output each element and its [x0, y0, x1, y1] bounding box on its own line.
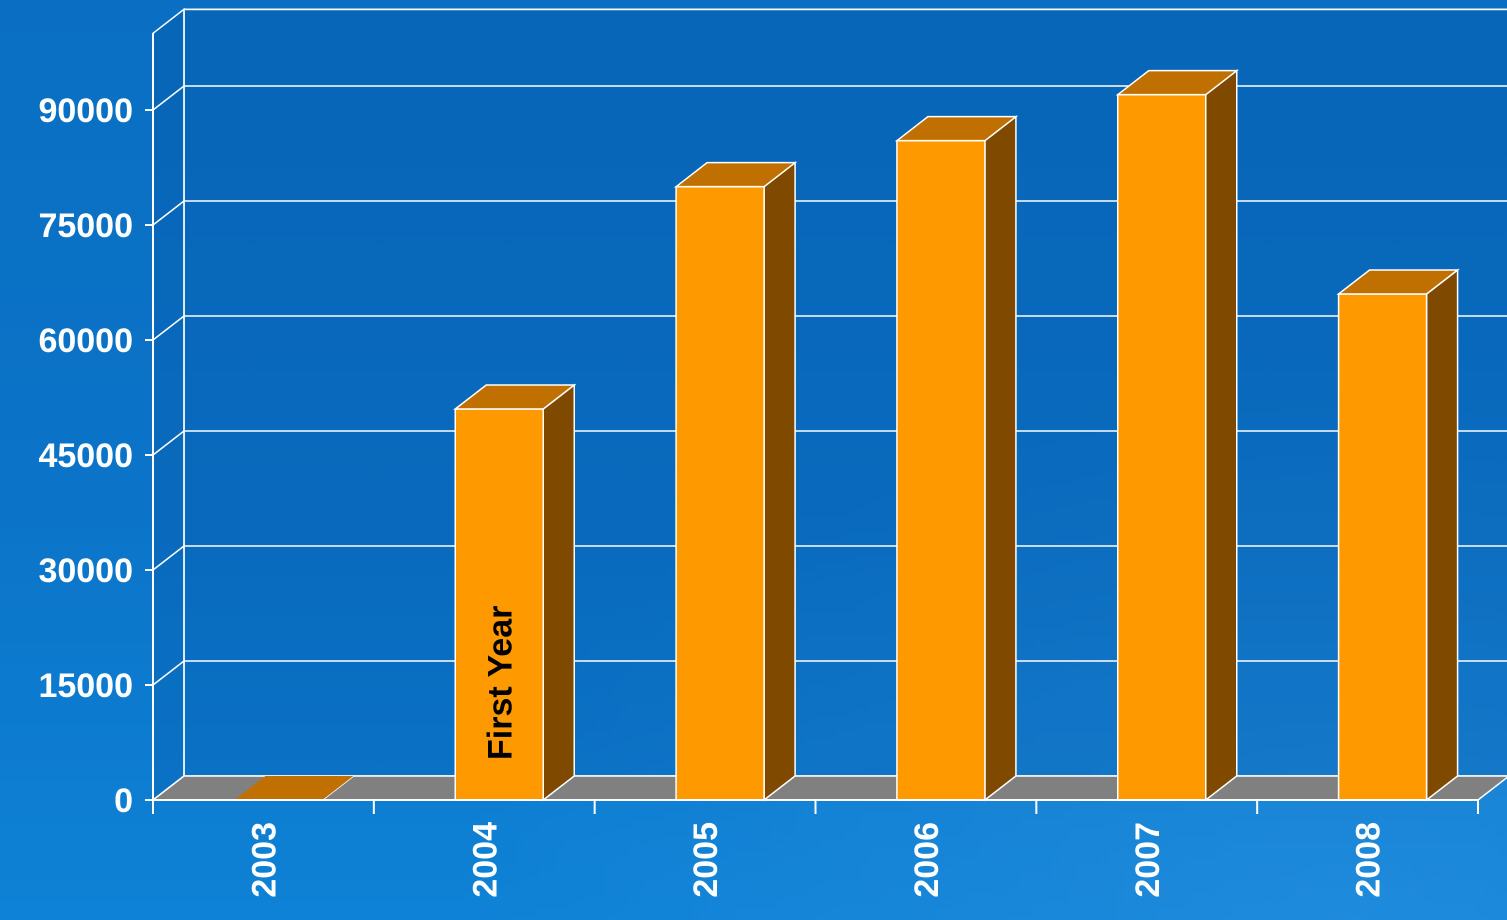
bar-2006 — [894, 115, 1019, 802]
x-tick-label: 2005 — [687, 822, 725, 898]
y-tick-label: 30000 — [38, 552, 133, 590]
bar-side-face — [1425, 268, 1459, 802]
bars — [234, 69, 1460, 802]
bar-top-face — [1336, 269, 1460, 295]
bar-top-face — [1115, 69, 1239, 96]
y-tick-label: 15000 — [38, 667, 133, 705]
x-tick-label: 2004 — [466, 822, 504, 898]
bar-2004 — [453, 383, 577, 802]
y-tick-label: 45000 — [38, 437, 133, 475]
gridline-side — [152, 85, 185, 111]
bar-side-face — [763, 161, 796, 802]
floor-panel — [150, 775, 1507, 801]
x-tick-label: 2007 — [1129, 822, 1167, 898]
bar-side-face — [1205, 69, 1238, 802]
y-tick-label: 75000 — [38, 207, 133, 245]
y-tick-label: 0 — [114, 782, 133, 820]
bar-2003 — [234, 775, 354, 801]
gridline-side — [152, 545, 185, 571]
y-tick-label: 60000 — [38, 322, 133, 360]
bar-top-face — [453, 384, 577, 410]
bar-annotation: First Year — [481, 606, 519, 760]
bar-side-face — [542, 383, 575, 802]
x-tick-label: 2006 — [908, 822, 946, 898]
bar-side-face — [984, 115, 1017, 802]
annotations: First Year — [481, 606, 519, 760]
bar-front-face — [675, 185, 765, 801]
gridlines — [152, 8, 1507, 686]
x-axis-ticks: 2003 2004 2005 2006 2007 2008 — [152, 800, 1479, 898]
y-axis-ticks: 0 15000 30000 45000 60000 75000 90000 — [38, 92, 153, 820]
gridline-side — [152, 200, 185, 226]
bar-2008 — [1336, 268, 1460, 802]
x-tick-label: 2008 — [1350, 822, 1388, 898]
bar-2005 — [673, 161, 798, 802]
bar-top-face — [894, 115, 1019, 142]
gridline-side — [152, 315, 185, 341]
x-tick-label: 2003 — [245, 822, 283, 898]
y-tick-label: 90000 — [38, 92, 133, 130]
bar-front-face — [896, 139, 986, 801]
bar-top-face — [673, 161, 798, 188]
gridline-side — [152, 660, 185, 686]
bar-front-face — [1117, 93, 1207, 801]
plot-floor — [150, 775, 1507, 801]
gridline-side — [152, 430, 185, 456]
bar-front-face — [1337, 293, 1428, 801]
bar-top-face — [234, 776, 354, 800]
bar-2007 — [1115, 69, 1239, 802]
